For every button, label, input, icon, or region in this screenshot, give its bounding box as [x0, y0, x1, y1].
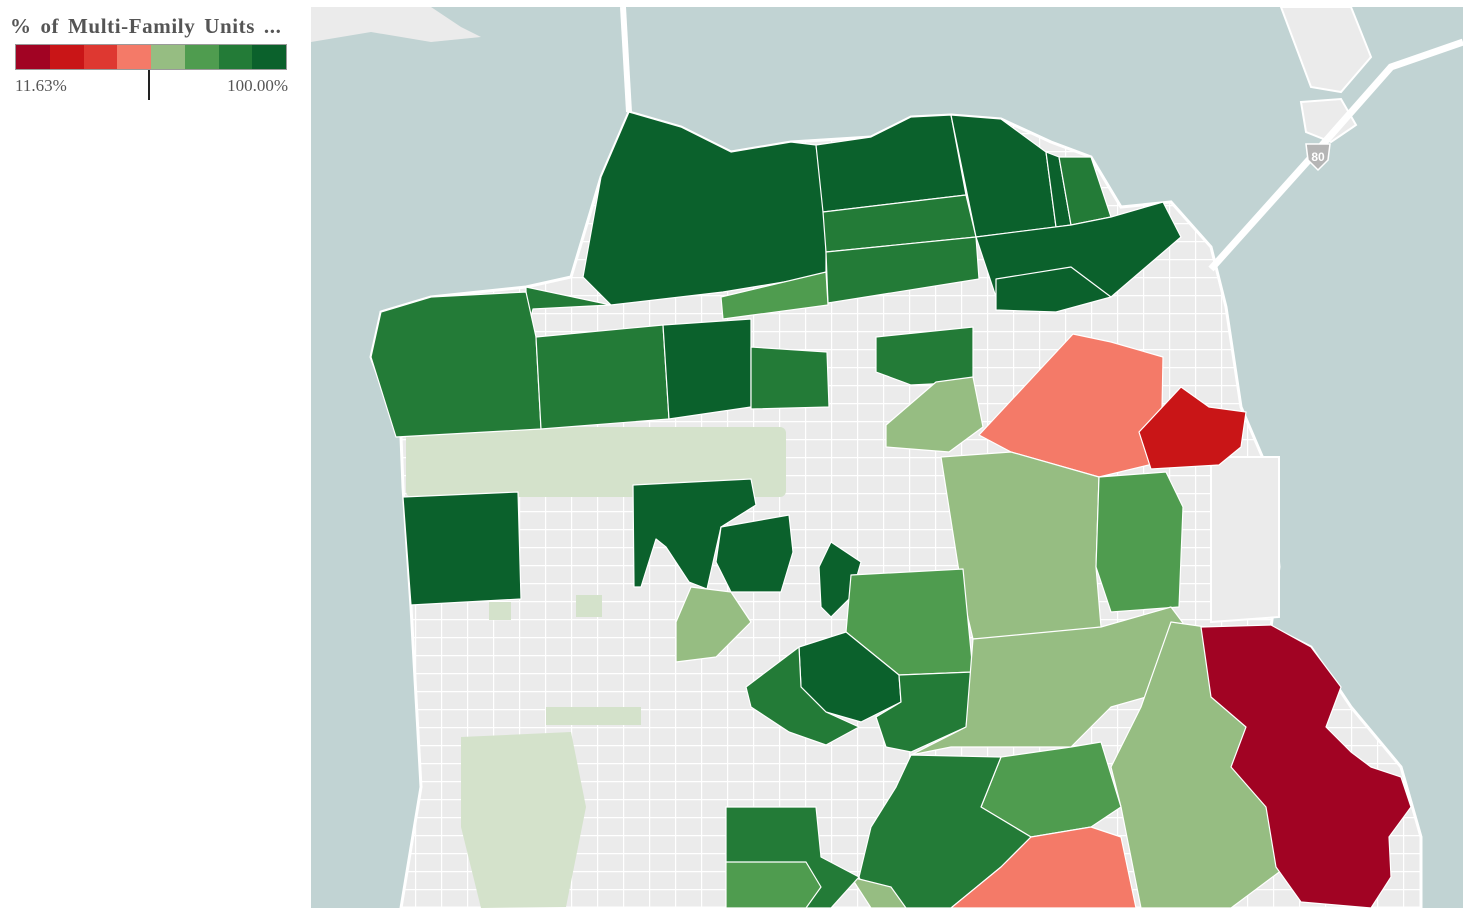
region-crocker-amazon[interactable]	[950, 826, 1137, 908]
region-outer-mission[interactable]	[858, 754, 1032, 908]
choropleth-map[interactable]: 80	[311, 7, 1463, 908]
region-twin-peaks[interactable]	[818, 541, 862, 618]
region-hayes-valley[interactable]	[885, 376, 984, 453]
region-potrero-hill[interactable]	[1095, 471, 1184, 613]
region-laurel-heights[interactable]	[662, 318, 752, 420]
region-bernal-heights[interactable]	[910, 606, 1202, 756]
region-nob-hill[interactable]	[995, 266, 1112, 313]
land-east-piers	[1210, 456, 1280, 624]
region-forest-hill[interactable]	[675, 586, 752, 663]
legend-swatch	[16, 45, 50, 69]
color-legend: % of Multi-Family Units ... 11.63% 100.0…	[10, 14, 292, 100]
highway-number: 80	[1311, 150, 1325, 164]
legend-swatch	[184, 45, 219, 69]
park-small-2	[489, 602, 511, 620]
region-west-portal[interactable]	[745, 646, 860, 746]
golden-gate-bridge	[620, 7, 632, 113]
legend-swatch	[83, 45, 118, 69]
region-hunters-point[interactable]	[1200, 624, 1412, 908]
park-golden-gate	[406, 427, 786, 497]
land-marin-tip	[311, 7, 481, 42]
park-small-1	[576, 595, 602, 617]
legend-swatch	[218, 45, 253, 69]
map-canvas[interactable]: 80	[311, 7, 1463, 908]
highway-shield: 80	[1305, 143, 1331, 172]
legend-min-label: 11.63%	[15, 76, 67, 95]
legend-swatch	[117, 45, 151, 69]
region-presidio[interactable]	[582, 111, 827, 306]
region-cole-valley[interactable]	[715, 514, 794, 593]
land-treasure-island	[1279, 7, 1373, 94]
legend-marker	[148, 70, 151, 100]
region-oceanview[interactable]	[725, 861, 822, 908]
legend-swatch	[151, 45, 185, 69]
region-visitacion-valley[interactable]	[850, 876, 907, 908]
region-lower-pacific-heights[interactable]	[720, 271, 829, 320]
bay-bridge	[1208, 38, 1463, 272]
park-small-3	[546, 707, 641, 725]
region-outer-sunset[interactable]	[402, 491, 522, 606]
land-yerba-buena	[1299, 97, 1358, 144]
region-inner-sunset[interactable]	[632, 478, 757, 590]
legend-swatch	[49, 45, 84, 69]
legend-color-ramp	[15, 44, 287, 70]
region-south-beach[interactable]	[1138, 386, 1247, 470]
legend-max-label: 100.00%	[227, 76, 288, 95]
region-inner-richmond[interactable]	[535, 324, 670, 430]
legend-swatch	[252, 45, 286, 69]
park-lake-merced	[461, 732, 586, 908]
neighborhoods	[370, 111, 1412, 908]
region-sea-cliff[interactable]	[370, 291, 542, 438]
legend-title: % of Multi-Family Units ...	[10, 14, 282, 38]
